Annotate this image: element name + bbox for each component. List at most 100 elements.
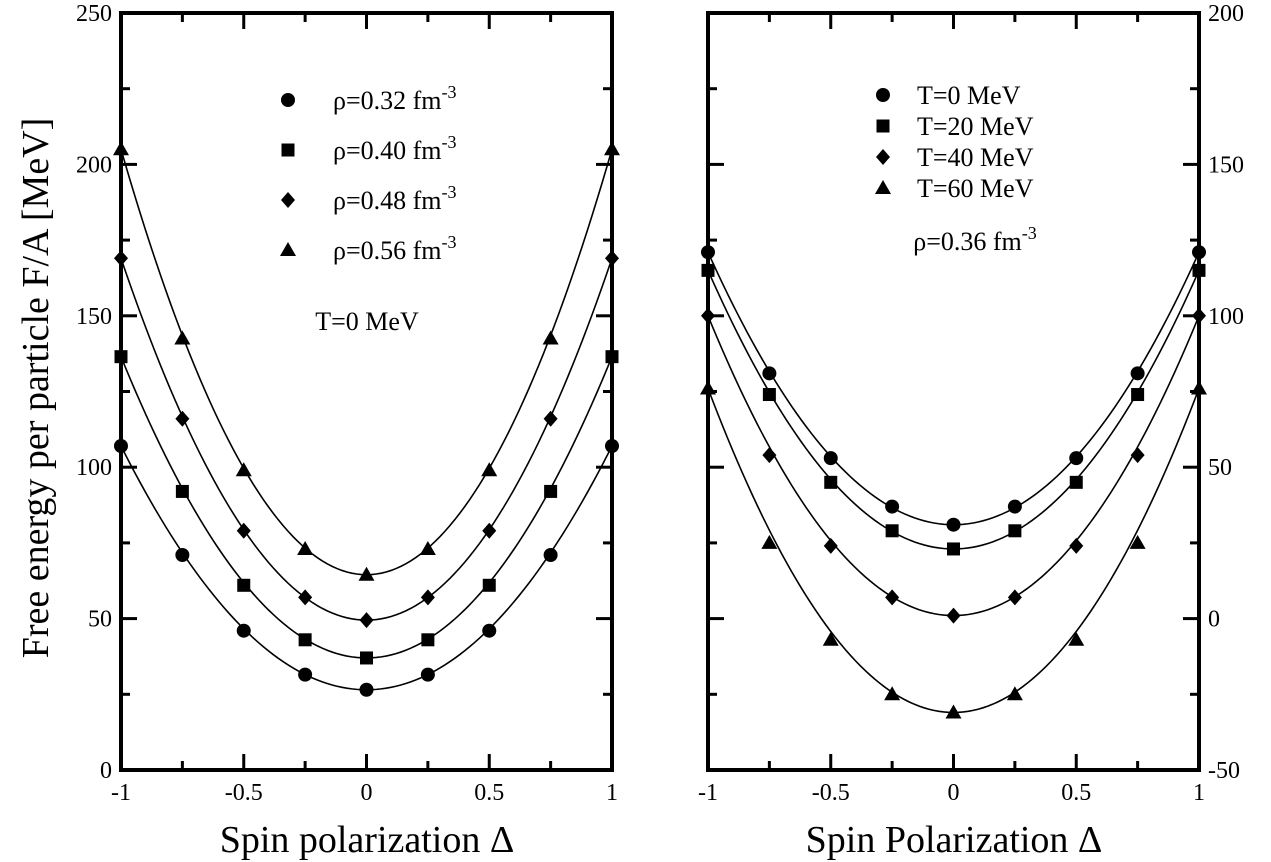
legend-label: T=0 MeV bbox=[917, 81, 1021, 110]
x-tick-label: -0.5 bbox=[812, 780, 850, 806]
x-tick-label: 1 bbox=[1193, 780, 1205, 806]
data-point-triangle bbox=[604, 141, 620, 156]
data-point-circle bbox=[1192, 245, 1206, 260]
data-point-diamond bbox=[885, 589, 900, 606]
data-point-triangle bbox=[884, 686, 901, 701]
legend-marker-square bbox=[281, 143, 295, 157]
y-tick-label: 100 bbox=[1208, 304, 1244, 330]
data-point-square bbox=[237, 578, 251, 592]
x-tick-label: -1 bbox=[698, 780, 718, 806]
data-point-square bbox=[175, 484, 189, 498]
data-point-circle bbox=[1130, 366, 1145, 381]
data-point-triangle bbox=[822, 631, 839, 646]
y-tick-label: 50 bbox=[1208, 455, 1232, 481]
data-point-square bbox=[1131, 388, 1145, 402]
data-point-diamond bbox=[298, 589, 313, 606]
data-point-square bbox=[947, 542, 960, 556]
data-point-circle bbox=[236, 623, 251, 638]
y-tick-label: 150 bbox=[1208, 152, 1244, 178]
data-point-circle bbox=[946, 517, 961, 532]
data-point-triangle bbox=[1006, 686, 1023, 701]
data-point-triangle bbox=[1191, 380, 1207, 395]
data-point-square bbox=[114, 350, 128, 364]
x-tick-label: -0.5 bbox=[225, 780, 263, 806]
legend-marker-circle bbox=[281, 93, 295, 107]
x-tick-label: 0 bbox=[361, 780, 373, 806]
data-point-triangle bbox=[761, 534, 778, 549]
y-tick-label: 100 bbox=[76, 455, 112, 481]
data-point-square bbox=[605, 350, 619, 364]
data-point-diamond bbox=[236, 522, 251, 539]
data-point-diamond bbox=[605, 250, 619, 267]
data-point-diamond bbox=[1007, 589, 1022, 606]
data-point-square bbox=[298, 633, 312, 647]
legend-marker-diamond bbox=[281, 192, 295, 208]
data-point-diamond bbox=[1192, 307, 1206, 324]
legend-marker-circle bbox=[876, 88, 890, 102]
data-point-circle bbox=[298, 667, 313, 682]
data-point-square bbox=[421, 633, 435, 647]
y-tick-label: 150 bbox=[76, 304, 112, 330]
data-point-diamond bbox=[762, 447, 777, 464]
legend-marker-triangle bbox=[875, 180, 891, 194]
data-point-circle bbox=[701, 245, 715, 260]
x-tick-label: 1 bbox=[606, 780, 618, 806]
data-point-triangle bbox=[419, 540, 436, 555]
x-tick-label: -1 bbox=[111, 780, 131, 806]
data-point-diamond bbox=[114, 250, 128, 267]
legend-label: ρ=0.40 fm-3 bbox=[333, 132, 457, 165]
data-point-diamond bbox=[701, 307, 715, 324]
data-point-triangle bbox=[1068, 631, 1085, 646]
data-point-circle bbox=[482, 623, 497, 638]
data-point-triangle bbox=[1129, 534, 1146, 549]
y-tick-label: -50 bbox=[1208, 758, 1240, 784]
data-point-circle bbox=[114, 439, 128, 454]
data-point-square bbox=[885, 524, 899, 538]
data-point-circle bbox=[885, 499, 900, 514]
y-tick-label: 250 bbox=[76, 1, 112, 27]
x-tick-label: 0 bbox=[948, 780, 960, 806]
annotation-label: T=0 MeV bbox=[315, 307, 419, 336]
data-point-square bbox=[544, 484, 558, 498]
data-point-circle bbox=[762, 366, 777, 381]
y-tick-label: 200 bbox=[1208, 1, 1244, 27]
data-point-diamond bbox=[1069, 537, 1084, 554]
legend-label: ρ=0.32 fm-3 bbox=[333, 82, 457, 115]
data-point-diamond bbox=[946, 607, 961, 624]
data-point-square bbox=[1192, 263, 1206, 277]
x-tick-label: 0.5 bbox=[1061, 780, 1091, 806]
data-point-triangle bbox=[542, 330, 559, 345]
data-point-triangle bbox=[945, 704, 962, 719]
legend-label: ρ=0.56 fm-3 bbox=[333, 232, 457, 265]
data-point-circle bbox=[420, 667, 435, 682]
x-tick-label: 0.5 bbox=[474, 780, 504, 806]
data-point-triangle bbox=[297, 540, 314, 555]
data-point-diamond bbox=[543, 410, 558, 427]
data-point-triangle bbox=[113, 141, 129, 156]
annotation-label: ρ=0.36 fm-3 bbox=[913, 223, 1037, 256]
y-tick-label: 50 bbox=[88, 607, 112, 633]
data-point-diamond bbox=[823, 537, 838, 554]
data-point-diamond bbox=[1130, 447, 1145, 464]
data-point-square bbox=[701, 263, 715, 277]
legend-label: T=20 MeV bbox=[917, 112, 1034, 141]
data-point-diamond bbox=[482, 522, 497, 539]
data-point-diamond bbox=[420, 589, 435, 606]
data-point-square bbox=[360, 651, 373, 665]
y-tick-label: 0 bbox=[100, 758, 112, 784]
legend-label: T=40 MeV bbox=[917, 143, 1034, 172]
data-point-square bbox=[1008, 524, 1022, 538]
data-point-triangle bbox=[358, 566, 375, 581]
data-point-triangle bbox=[235, 462, 252, 477]
series-curve bbox=[707, 251, 1200, 526]
data-point-circle bbox=[175, 548, 190, 563]
data-point-square bbox=[1069, 475, 1083, 489]
series-curve bbox=[707, 270, 1200, 550]
legend-marker-triangle bbox=[280, 242, 296, 256]
legend-marker-diamond bbox=[876, 149, 890, 165]
y-axis-title: Free energy per particle F/A [MeV] bbox=[15, 118, 57, 659]
data-point-circle bbox=[1069, 451, 1084, 466]
data-point-diamond bbox=[175, 410, 190, 427]
legend-marker-square bbox=[876, 119, 890, 133]
